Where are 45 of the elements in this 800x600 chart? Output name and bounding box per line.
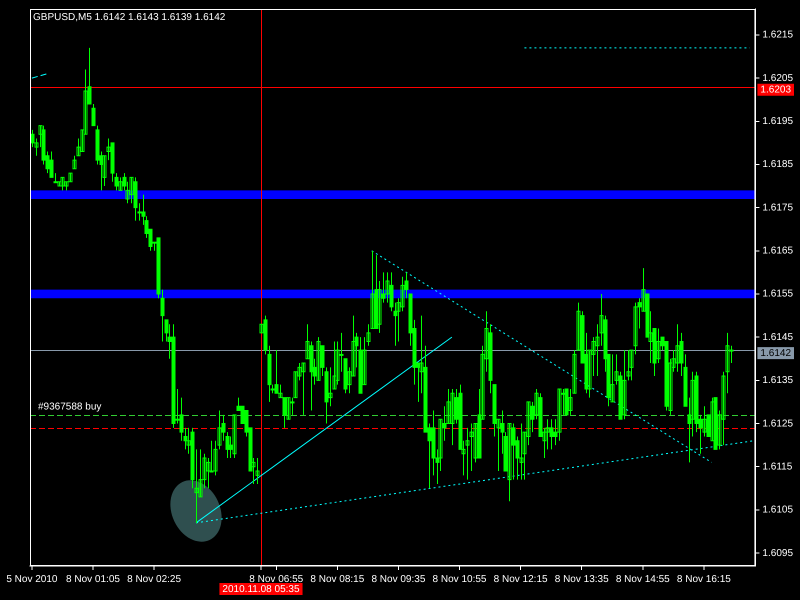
candlestick: [520, 423, 524, 480]
y-tick-label: 1.6215: [762, 30, 794, 41]
chart-title: GBPUSD,M5 1.6142 1.6143 1.6139 1.6142: [33, 12, 226, 23]
x-tick-label: 8 Nov 08:15: [310, 574, 365, 585]
y-tick-label: 1.6165: [762, 246, 794, 257]
y-tick-label: 1.6145: [762, 332, 794, 343]
candlestick: [622, 350, 626, 420]
candlestick: [118, 176, 122, 191]
y-tick-label: 1.6195: [762, 116, 794, 128]
candlestick: [302, 362, 306, 416]
x-tick-label: 8 Nov 10:55: [432, 574, 487, 585]
annotation: #9367588 buy: [38, 402, 102, 413]
candlestick: [256, 458, 260, 484]
candlestick: [676, 324, 680, 372]
x-tick-label: 8 Nov 09:35: [371, 574, 426, 585]
y-tick-label: 1.6155: [762, 288, 794, 300]
candlestick: [656, 328, 660, 364]
y-tick-label: 1.6105: [762, 504, 794, 516]
ref-line-label: 1.6142: [760, 348, 792, 359]
candlestick: [232, 414, 236, 459]
x-tick-label: 8 Nov 14:55: [616, 574, 670, 585]
x-tick-label: 8 Nov 02:25: [127, 574, 182, 585]
candlestick: [328, 366, 332, 407]
candlestick: [450, 388, 454, 446]
y-tick-label: 1.6095: [762, 548, 794, 559]
candlestick: [466, 427, 470, 480]
x-tick-label: 8 Nov 12:15: [494, 574, 548, 585]
candlestick: [60, 176, 64, 191]
x-tick-label: 2010.11.08 05:35: [222, 584, 300, 595]
y-tick-label: 1.6115: [762, 461, 793, 472]
candlestick: [610, 354, 614, 402]
y-tick-label: 1.6205: [762, 72, 794, 84]
ref-line-label: 1.6203: [760, 84, 792, 96]
x-tick-label: 8 Nov 13:35: [554, 574, 610, 585]
x-tick-label: 8 Nov 01:05: [66, 574, 120, 585]
x-tick-label: 8 Nov 06:55: [249, 574, 304, 585]
candlestick: [508, 423, 512, 502]
x-tick-label: 8 Nov 16:15: [676, 574, 732, 585]
candlestick: [558, 388, 562, 442]
y-tick-label: 1.6175: [762, 202, 794, 214]
y-tick-label: 1.6125: [762, 418, 794, 430]
y-tick-label: 1.6135: [762, 375, 794, 386]
candlestick: [316, 336, 320, 381]
y-tick-label: 1.6185: [762, 159, 794, 170]
x-tick-label: 5 Nov 2010: [6, 574, 58, 585]
